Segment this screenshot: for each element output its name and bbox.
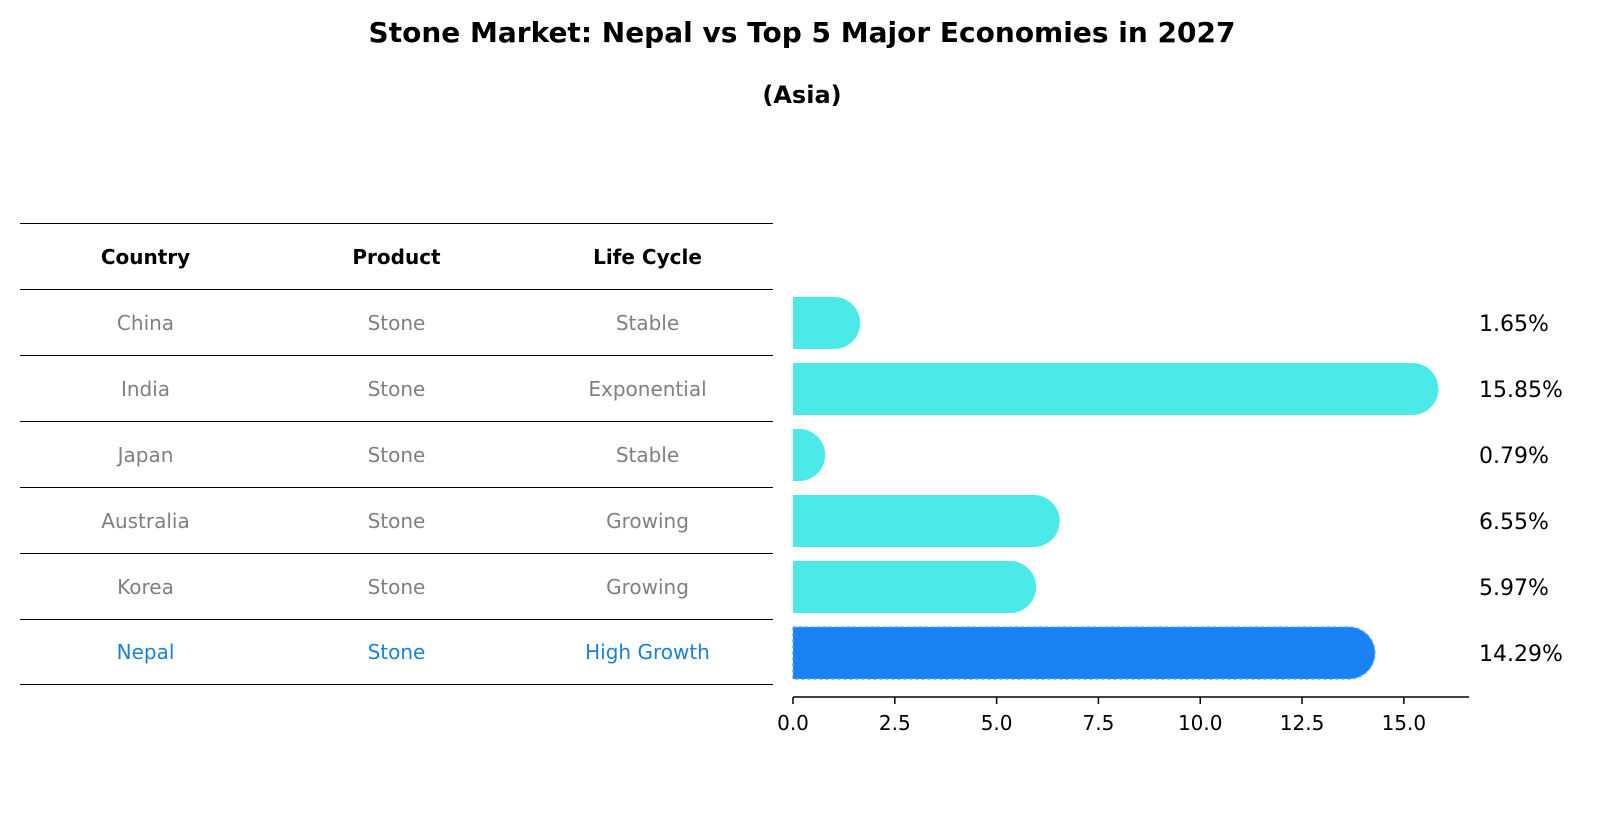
cell-life-cycle: Growing <box>606 508 689 533</box>
table-row-highlight: Nepal Stone High Growth <box>20 619 773 685</box>
value-label-china: 1.65% <box>1479 312 1549 337</box>
data-table: Country Product Life Cycle China Stone S… <box>20 223 773 685</box>
cell-product: Stone <box>367 442 426 467</box>
cell-country: China <box>116 310 175 335</box>
value-label-india: 15.85% <box>1479 378 1563 403</box>
bar-australia <box>793 495 1060 547</box>
cell-product: Stone <box>367 574 426 599</box>
bar-korea <box>793 561 1037 613</box>
bar-china <box>793 297 861 349</box>
table-row: China Stone Stable <box>20 289 773 355</box>
cell-country: Australia <box>101 508 190 533</box>
value-label-nepal: 14.29% <box>1479 642 1563 667</box>
table-row: Australia Stone Growing <box>20 487 773 553</box>
value-label-korea: 5.97% <box>1479 576 1549 601</box>
chart-subtitle: (Asia) <box>762 81 842 109</box>
bar-japan <box>793 429 826 481</box>
x-tick-label: 7.5 <box>1083 711 1115 735</box>
header-country: Country <box>100 244 191 269</box>
x-tick-label: 0.0 <box>777 711 809 735</box>
cell-life-cycle: Growing <box>606 574 689 599</box>
x-tick-label: 10.0 <box>1178 711 1223 735</box>
header-product: Product <box>352 244 441 269</box>
cell-life-cycle: Stable <box>615 442 680 467</box>
value-label-australia: 6.55% <box>1479 510 1549 535</box>
cell-country: Japan <box>117 442 174 467</box>
cell-product: Stone <box>367 376 426 401</box>
cell-product: Stone <box>367 508 426 533</box>
cell-country: Nepal <box>116 640 175 664</box>
value-label-japan: 0.79% <box>1479 444 1549 469</box>
header-life-cycle: Life Cycle <box>593 244 702 269</box>
chart-title: Stone Market: Nepal vs Top 5 Major Econo… <box>368 16 1236 49</box>
x-tick-label: 12.5 <box>1280 711 1325 735</box>
cell-life-cycle: Stable <box>615 310 680 335</box>
x-tick-label: 15.0 <box>1382 711 1427 735</box>
cell-product: Stone <box>367 310 426 335</box>
cell-country: Korea <box>117 574 174 599</box>
table-row: Korea Stone Growing <box>20 553 773 619</box>
x-tick-label: 5.0 <box>981 711 1013 735</box>
x-tick-label: 2.5 <box>879 711 911 735</box>
bar-nepal <box>792 626 1376 680</box>
table-row: India Stone Exponential <box>20 355 773 421</box>
table-header-row: Country Product Life Cycle <box>20 223 773 289</box>
cell-life-cycle: Exponential <box>588 376 707 401</box>
cell-life-cycle: High Growth <box>585 640 710 664</box>
bar-india <box>793 363 1439 415</box>
cell-product: Stone <box>367 640 426 664</box>
table-row: Japan Stone Stable <box>20 421 773 487</box>
cell-country: India <box>120 376 171 401</box>
